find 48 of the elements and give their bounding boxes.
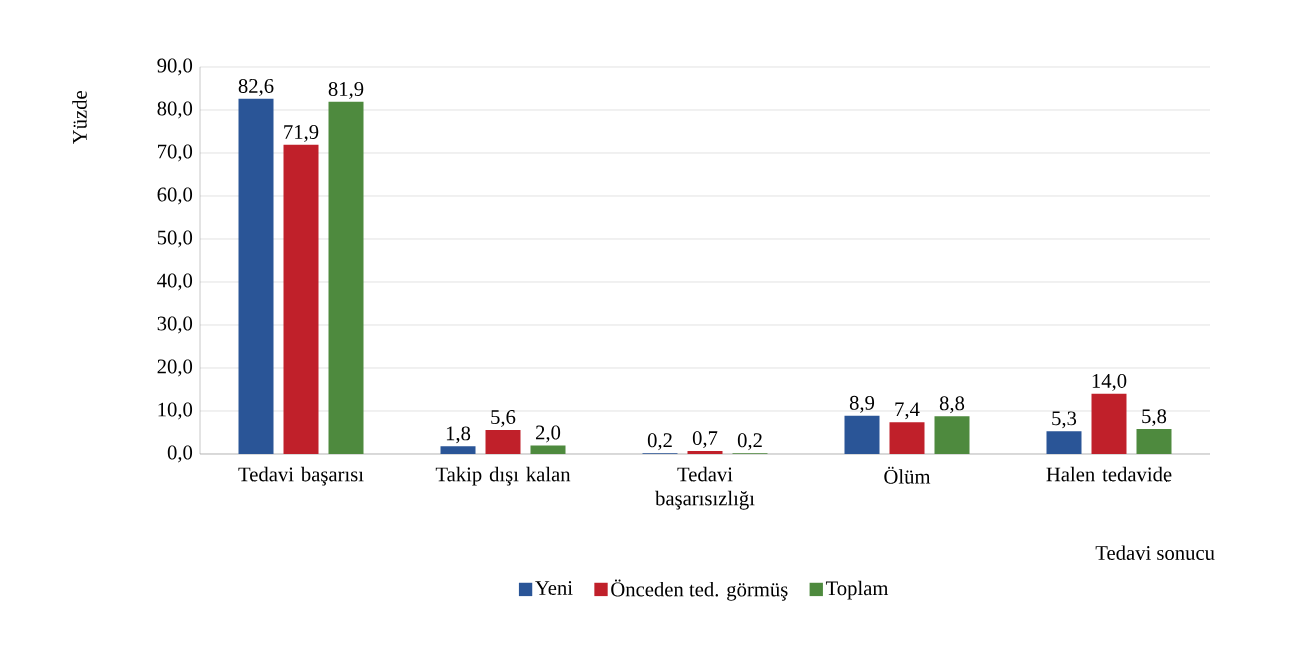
data-label: 0,2 — [737, 433, 762, 451]
data-label: 7,4 — [895, 402, 920, 420]
data-label: 1,8 — [446, 426, 471, 444]
legend-label: Önceden ted. görmüş — [611, 579, 788, 601]
data-label: 5,6 — [491, 410, 516, 427]
data-label: 14,0 — [1092, 373, 1127, 391]
bar — [238, 98, 274, 454]
legend-label: Toplam — [825, 580, 889, 600]
data-label: 8,9 — [849, 395, 875, 413]
y-tick-label: 0,0 — [167, 445, 193, 463]
x-tick-label: Tedavi başarısı — [238, 466, 364, 486]
data-label: 71,9 — [284, 125, 319, 142]
y-tick-label: 80,0 — [157, 101, 193, 119]
bar — [1091, 393, 1127, 454]
y-tick-label: 60,0 — [157, 187, 193, 205]
bar — [844, 415, 880, 454]
data-label: 82,6 — [238, 78, 274, 96]
y-tick-label: 70,0 — [158, 144, 193, 162]
bar — [1136, 429, 1172, 454]
y-tick-label: 10,0 — [158, 402, 193, 420]
bar — [440, 446, 476, 454]
bar — [687, 450, 723, 454]
data-label: 8,8 — [939, 396, 965, 414]
data-label: 5,3 — [1052, 411, 1077, 429]
data-label: 5,8 — [1142, 409, 1167, 427]
bar — [889, 422, 925, 454]
y-tick-label: 40,0 — [157, 273, 193, 291]
x-tick-label: Halen tedavide — [1046, 466, 1172, 482]
legend-label: Yeni — [535, 581, 573, 595]
x-tick-label: Ölüm — [884, 466, 931, 484]
bar — [530, 445, 566, 454]
bar — [485, 429, 521, 454]
y-tick-label: 20,0 — [157, 359, 193, 377]
y-tick-label: 90,0 — [157, 58, 193, 76]
y-axis-title: Yüzde — [72, 91, 87, 145]
x-tick-label: Takip dışı kalan — [435, 466, 571, 486]
data-label: 0,7 — [692, 431, 718, 449]
y-tick-label: 50,0 — [157, 230, 193, 248]
x-tick-label: Tedavi başarısızlığı — [655, 466, 755, 510]
data-label: 2,0 — [535, 425, 561, 443]
y-tick-label: 30,0 — [157, 316, 193, 334]
bar — [1046, 431, 1082, 454]
bar — [328, 101, 364, 454]
data-label: 81,9 — [328, 81, 364, 99]
bar — [934, 416, 970, 454]
data-label: 0,2 — [647, 433, 672, 451]
x-axis-title: Tedavi sonucu — [1095, 545, 1215, 560]
bar — [283, 144, 319, 454]
